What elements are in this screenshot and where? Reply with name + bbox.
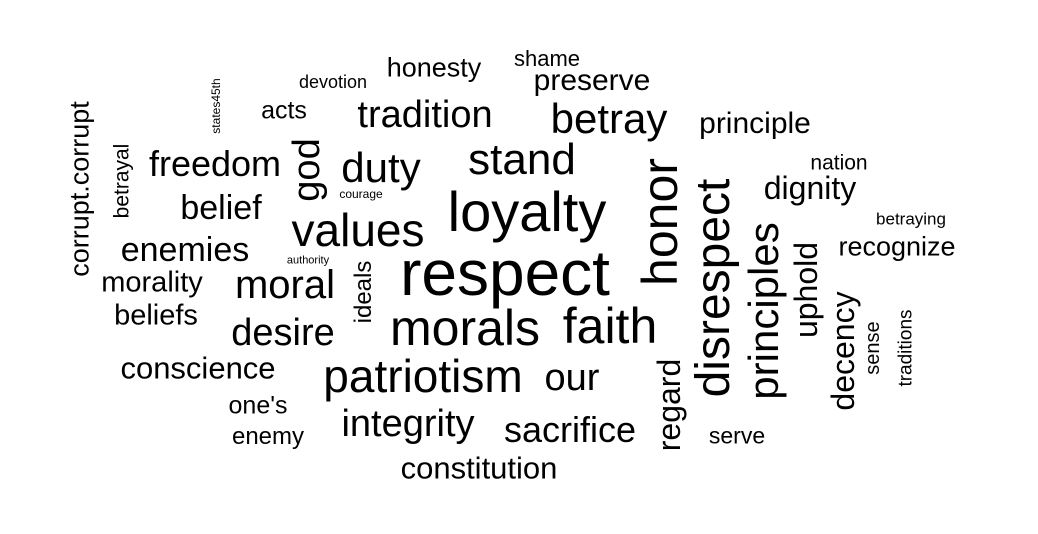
word-values: values bbox=[291, 204, 425, 256]
word-preserve: preserve bbox=[533, 64, 651, 97]
word-decency: decency bbox=[825, 291, 861, 411]
word-patriotism: patriotism bbox=[323, 350, 523, 402]
word-integrity: integrity bbox=[341, 403, 475, 445]
word-recognize: recognize bbox=[838, 231, 956, 262]
word-faith: faith bbox=[562, 298, 658, 354]
word-ones: one's bbox=[228, 391, 288, 420]
word-serve: serve bbox=[708, 422, 766, 449]
word-states45th: states45th bbox=[209, 78, 223, 134]
word-moral: moral bbox=[234, 263, 336, 307]
word-courage: courage bbox=[339, 187, 383, 201]
word-stand: stand bbox=[468, 135, 576, 184]
word-morals: morals bbox=[389, 300, 541, 356]
word-dignity: dignity bbox=[763, 170, 857, 206]
word-principle: principle bbox=[699, 107, 811, 140]
word-conscience: conscience bbox=[120, 350, 276, 386]
word-enemy: enemy bbox=[231, 423, 305, 450]
word-betraying: betraying bbox=[876, 209, 946, 229]
word-enemies: enemies bbox=[120, 231, 250, 269]
word-traditions: traditions bbox=[895, 309, 917, 387]
word-acts: acts bbox=[261, 96, 307, 125]
word-sacrifice: sacrifice bbox=[503, 409, 637, 450]
word-principles: principles bbox=[740, 222, 787, 400]
word-devotion: devotion bbox=[298, 72, 368, 92]
word-beliefs: beliefs bbox=[114, 299, 198, 332]
word-morality: morality bbox=[101, 266, 203, 299]
word-duty: duty bbox=[341, 144, 421, 191]
word-god: god bbox=[286, 138, 328, 202]
word-betrayal: betrayal bbox=[110, 143, 134, 219]
word-honesty: honesty bbox=[386, 52, 482, 83]
word-belief: belief bbox=[180, 189, 262, 227]
word-nation: nation bbox=[810, 151, 868, 175]
word-freedom: freedom bbox=[148, 143, 282, 184]
word-authority: authority bbox=[286, 254, 330, 267]
word-ideals: ideals bbox=[350, 260, 377, 324]
word-desire: desire bbox=[231, 312, 335, 354]
word-loyalty: loyalty bbox=[447, 180, 607, 243]
word-shame: shame bbox=[513, 46, 581, 71]
word-betray: betray bbox=[550, 95, 668, 142]
word-sense: sense bbox=[862, 321, 884, 375]
word-disrespect: disrespect bbox=[687, 178, 740, 398]
word-our: our bbox=[544, 357, 600, 399]
word-regard: regard bbox=[651, 358, 687, 452]
word-honor: honor bbox=[632, 158, 688, 286]
word-uphold: uphold bbox=[788, 241, 824, 339]
word-corrupt-corrupt: corrupt.corrupt bbox=[64, 101, 95, 277]
word-tradition: tradition bbox=[357, 94, 493, 136]
word-respect: respect bbox=[400, 237, 610, 309]
word-constitution: constitution bbox=[400, 450, 558, 486]
